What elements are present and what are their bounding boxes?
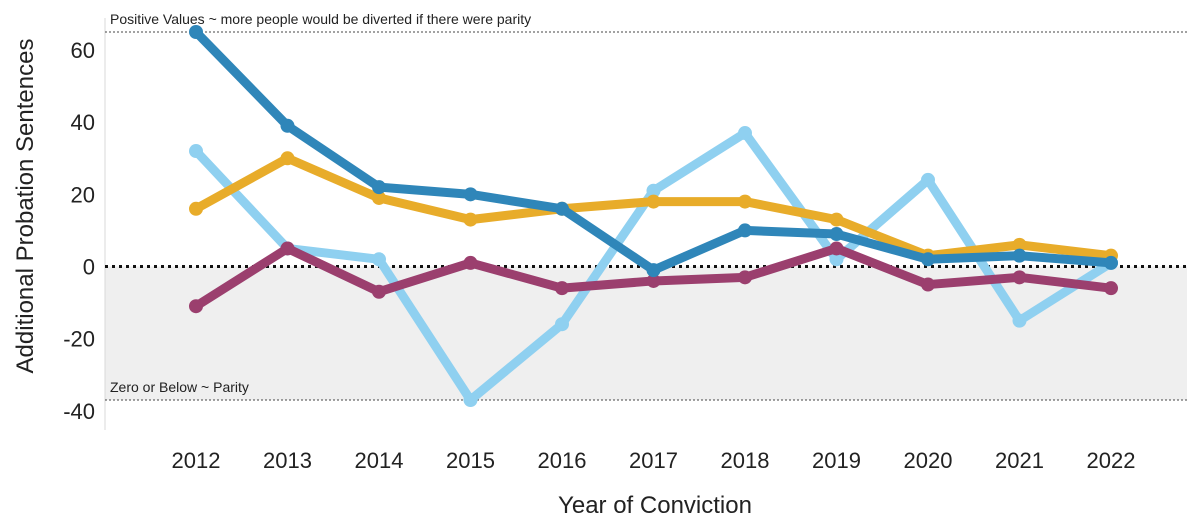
x-tick-label: 2021 <box>995 448 1044 473</box>
data-point-s3-2016 <box>555 201 569 216</box>
data-point-s3-2013 <box>280 118 295 133</box>
y-tick-label: 0 <box>83 255 95 280</box>
y-axis-title: Additional Probation Sentences <box>12 39 39 374</box>
data-point-s1-2012 <box>189 201 203 216</box>
data-point-s0-2014 <box>372 252 386 267</box>
data-point-s1-2017 <box>646 194 661 209</box>
x-tick-label: 2013 <box>263 448 312 473</box>
data-point-s2-2016 <box>555 281 569 296</box>
data-point-s3-2019 <box>829 227 844 242</box>
data-point-s3-2022 <box>1104 255 1118 270</box>
x-tick-label: 2022 <box>1087 448 1136 473</box>
data-point-s3-2018 <box>738 223 752 238</box>
y-tick-label: -40 <box>63 399 95 424</box>
data-point-s1-2019 <box>829 212 844 227</box>
data-point-s3-2021 <box>1012 248 1027 263</box>
parity-shaded-region <box>105 266 1187 400</box>
x-tick-label: 2019 <box>812 448 861 473</box>
data-point-s1-2013 <box>280 151 295 166</box>
x-axis-title: Year of Conviction <box>558 492 752 519</box>
y-tick-label: 40 <box>71 110 95 135</box>
data-point-s0-2019 <box>829 252 844 267</box>
data-point-s2-2013 <box>280 241 295 256</box>
data-point-s0-2017 <box>646 183 661 198</box>
x-tick-label: 2016 <box>538 448 587 473</box>
data-point-s0-2020 <box>921 172 935 187</box>
data-point-s3-2015 <box>463 187 478 202</box>
data-point-s3-2012 <box>189 25 203 39</box>
data-point-s2-2015 <box>463 255 478 270</box>
data-point-s2-2020 <box>921 277 935 292</box>
y-tick-label: -20 <box>63 327 95 352</box>
x-tick-label: 2020 <box>904 448 953 473</box>
reference-label-0: Positive Values ~ more people would be d… <box>110 11 531 27</box>
data-point-s1-2021 <box>1012 237 1027 252</box>
x-tick-label: 2015 <box>446 448 495 473</box>
series-line-3 <box>191 27 1116 275</box>
x-tick-label: 2012 <box>172 448 221 473</box>
x-tick-label: 2017 <box>629 448 678 473</box>
y-tick-label: 60 <box>71 38 95 63</box>
data-point-s2-2018 <box>738 270 752 285</box>
data-point-s1-2014 <box>372 190 386 205</box>
reference-label-2: Zero or Below ~ Parity <box>110 379 249 395</box>
data-point-s3-2017 <box>646 263 661 278</box>
x-tick-label: 2018 <box>721 448 770 473</box>
data-point-s2-2021 <box>1012 270 1027 285</box>
y-tick-label: 20 <box>71 182 95 207</box>
data-point-s2-2019 <box>829 241 844 256</box>
data-point-s0-2016 <box>555 317 569 332</box>
data-point-s2-2012 <box>189 299 203 314</box>
data-point-s0-2018 <box>738 126 752 141</box>
data-point-s1-2018 <box>738 194 752 209</box>
data-point-s0-2015 <box>463 393 478 407</box>
data-point-s1-2015 <box>463 212 478 227</box>
data-point-s3-2014 <box>372 180 386 195</box>
data-point-s2-2022 <box>1104 281 1118 296</box>
x-tick-label: 2014 <box>355 448 404 473</box>
data-point-s2-2017 <box>646 273 661 288</box>
data-point-s0-2012 <box>189 144 203 159</box>
data-point-s3-2020 <box>921 252 935 267</box>
data-point-s2-2014 <box>372 284 386 299</box>
data-point-s0-2021 <box>1012 313 1027 328</box>
